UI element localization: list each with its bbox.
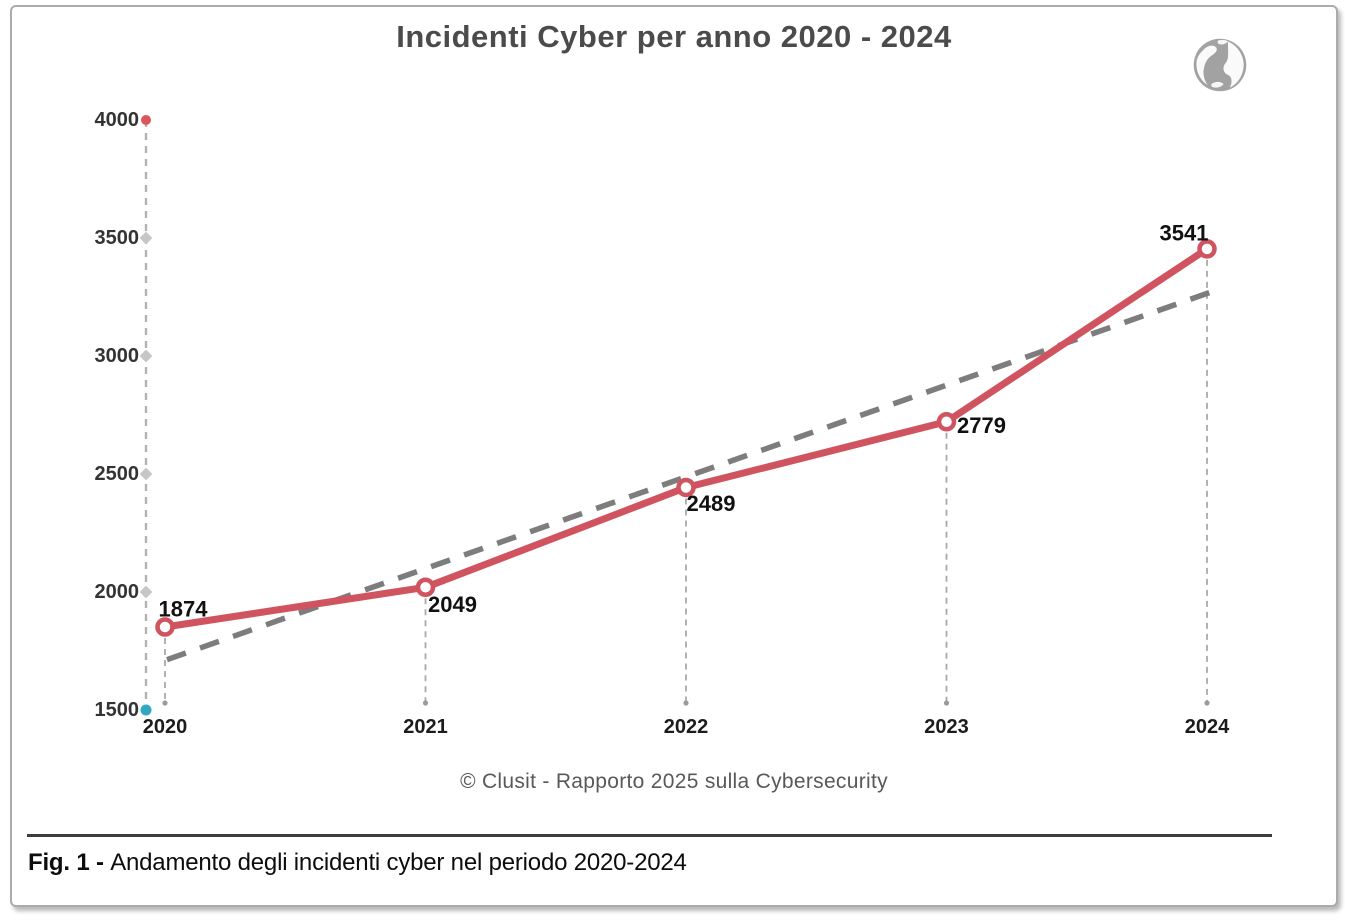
data-label-2021: 2049 bbox=[428, 592, 477, 617]
y-tick-label-3000: 3000 bbox=[95, 345, 140, 367]
figure-frame: Incidenti Cyber per anno 2020 - 2024 400… bbox=[10, 5, 1338, 907]
x-label-2022: 2022 bbox=[664, 716, 709, 738]
y-tick-marker-2500 bbox=[139, 467, 153, 481]
figure-caption: Fig. 1 - Andamento degli incidenti cyber… bbox=[28, 849, 687, 877]
data-point-2022 bbox=[676, 477, 696, 498]
globe-ocean-bottom bbox=[1211, 81, 1224, 88]
y-tick-label-2500: 2500 bbox=[95, 463, 140, 485]
figure-caption-label: Fig. 1 - bbox=[28, 849, 111, 876]
data-point-2023 bbox=[936, 411, 957, 432]
drop-line-dot-2023 bbox=[943, 700, 950, 706]
data-label-2022: 2489 bbox=[687, 491, 736, 516]
x-label-2023: 2023 bbox=[924, 716, 969, 738]
chart-title: Incidenti Cyber per anno 2020 - 2024 bbox=[396, 19, 952, 54]
drop-line-dot-2024 bbox=[1204, 700, 1210, 706]
drop-line-dot-2021 bbox=[422, 700, 429, 706]
y-tick-marker-3500 bbox=[139, 231, 153, 245]
y-tick-marker-3000 bbox=[139, 349, 153, 363]
data-point-2020 bbox=[155, 617, 175, 637]
globe-ocean-right bbox=[1223, 41, 1244, 88]
drop-line-dot-2022 bbox=[683, 700, 689, 706]
globe-icon bbox=[1193, 38, 1247, 92]
y-tick-marker-top bbox=[141, 115, 151, 125]
data-label-2020: 1874 bbox=[159, 597, 209, 622]
figure-caption-text: Andamento degli incidenti cyber nel peri… bbox=[110, 849, 687, 876]
y-tick-marker-2000 bbox=[139, 585, 153, 599]
y-tick-label-4000: 4000 bbox=[95, 109, 140, 131]
caption-divider bbox=[27, 834, 1272, 837]
y-tick-label-3500: 3500 bbox=[95, 227, 140, 249]
data-point-2024 bbox=[1197, 239, 1217, 259]
y-tick-label-2000: 2000 bbox=[95, 581, 140, 603]
y-tick-label-1500: 1500 bbox=[95, 699, 140, 721]
source-caption: © Clusit - Rapporto 2025 sulla Cybersecu… bbox=[460, 770, 888, 793]
data-label-2023: 2779 bbox=[957, 413, 1006, 438]
x-label-2021: 2021 bbox=[403, 716, 448, 738]
y-tick-marker-bottom bbox=[140, 704, 152, 716]
data-label-2024: 3541 bbox=[1160, 220, 1209, 245]
x-label-2020: 2020 bbox=[143, 716, 188, 738]
x-label-2024: 2024 bbox=[1185, 716, 1230, 738]
drop-line-dot-2020 bbox=[162, 700, 168, 706]
globe-ocean-top bbox=[1217, 39, 1229, 45]
globe-ocean-left bbox=[1196, 45, 1217, 85]
data-point-2021 bbox=[415, 577, 436, 598]
